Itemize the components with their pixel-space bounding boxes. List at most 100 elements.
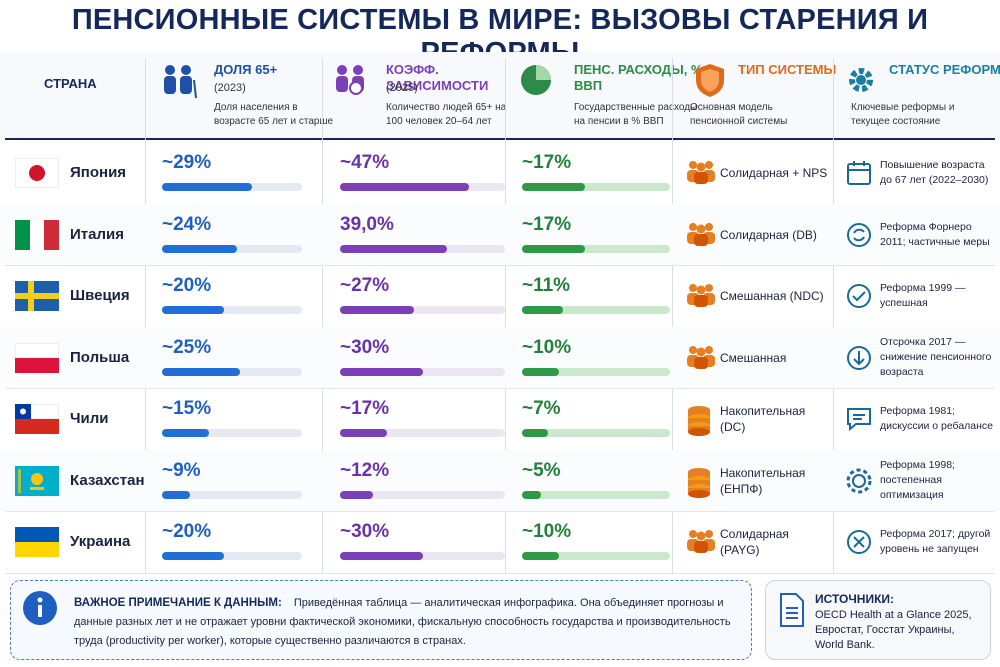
- system-icon-svg: [687, 161, 715, 184]
- reform-status: Реформа 1981; дискуссии о ребалансе: [880, 405, 994, 432]
- system-icon: [685, 343, 717, 375]
- row-rule: [5, 388, 995, 389]
- bar-track: [522, 367, 670, 376]
- country-name: Япония: [70, 164, 127, 181]
- system-type: Солидарная + NPS: [720, 166, 828, 180]
- reform-icon: [845, 467, 873, 495]
- document-icon: [778, 592, 806, 628]
- bar-track: [340, 552, 505, 560]
- country-header: СТРАНА: [44, 76, 97, 91]
- header-icon: [330, 62, 370, 102]
- bar: [340, 552, 423, 560]
- column-divider: [322, 58, 323, 573]
- flag: [15, 404, 59, 434]
- bar: [340, 367, 423, 376]
- note-title: ВАЖНОЕ ПРИМЕЧАНИЕ К ДАННЫМ:: [74, 597, 282, 609]
- column-note: Основная модель пенсионной системы: [690, 102, 788, 127]
- reform-icon-svg: [847, 222, 871, 247]
- bar: [162, 183, 253, 191]
- value-label: ~24%: [162, 213, 212, 235]
- note-body: Приведённая таблица — аналитическая инфо…: [74, 597, 731, 647]
- column-divider: [833, 58, 834, 573]
- value-label: ~7%: [522, 398, 561, 419]
- value-label: ~5%: [522, 459, 561, 481]
- country-name: Италия: [70, 225, 124, 243]
- bar: [162, 490, 190, 499]
- flag-svg: [15, 527, 59, 557]
- bar: [522, 183, 585, 191]
- bar-track: [162, 490, 302, 499]
- column-divider: [145, 58, 146, 573]
- bar: [162, 244, 237, 253]
- header-icon-svg: [164, 65, 197, 99]
- system-icon: [685, 404, 717, 436]
- bar-track: [522, 244, 670, 253]
- bar-track: [522, 552, 670, 560]
- flag-svg: [15, 158, 59, 188]
- flag: [15, 219, 59, 250]
- header-icon-svg: [336, 65, 364, 95]
- system-icon-svg: [688, 467, 710, 498]
- value-label: 39,0%: [340, 213, 394, 235]
- row-rule: [5, 511, 995, 512]
- header-icon-svg: [849, 68, 873, 92]
- flag-svg: [15, 404, 59, 434]
- system-type: Смешанная: [720, 350, 787, 365]
- bar: [522, 367, 559, 376]
- header-icon: [158, 62, 198, 102]
- value-label: ~30%: [340, 336, 390, 358]
- info-icon-svg: [23, 591, 57, 625]
- flag-svg: [15, 219, 59, 250]
- country-name: Украина: [70, 533, 131, 550]
- reform-status: Реформа 1998; постепенная оптимизация: [880, 459, 955, 501]
- bar: [340, 429, 387, 437]
- column-note: Количество людей 65+ на 100 человек 20–6…: [386, 102, 507, 127]
- header-icon: [518, 62, 558, 102]
- value-label: ~11%: [522, 275, 571, 296]
- flag-svg: [15, 281, 59, 311]
- header-rule: [5, 138, 995, 140]
- column-note: Государственные расходы на пенсии в % ВВ…: [574, 102, 698, 127]
- system-icon: [685, 158, 717, 190]
- bar: [162, 552, 225, 560]
- reform-icon-svg: [847, 345, 871, 370]
- info-icon: [22, 590, 58, 626]
- system-type: Смешанная (NDC): [720, 289, 824, 303]
- bar: [340, 244, 448, 253]
- column-subtitle: (2025): [386, 82, 418, 94]
- bar-track: [522, 429, 670, 437]
- column-note: Доля населения в возрасте 65 лет и старш…: [214, 102, 334, 127]
- sources-title: ИСТОЧНИКИ:: [815, 592, 895, 606]
- column-title: ПЕНС. РАСХОДЫ, % ВВП: [574, 62, 703, 93]
- row-rule: [5, 265, 995, 266]
- column-title: ДОЛЯ 65+: [214, 62, 278, 77]
- country-name: Польша: [70, 348, 130, 366]
- value-label: ~20%: [162, 275, 212, 296]
- note-box: [10, 580, 752, 660]
- system-icon: [685, 466, 717, 498]
- flag: [15, 158, 59, 188]
- value-label: ~47%: [340, 152, 390, 173]
- bar-track: [340, 306, 505, 314]
- reform-icon: [845, 159, 873, 187]
- bar: [522, 244, 585, 253]
- system-type: Накопительная (DC): [720, 404, 806, 434]
- header-icon-svg: [521, 65, 551, 95]
- reform-status: Реформа 1999 — успешная: [880, 282, 966, 309]
- header-icon-svg: [696, 64, 724, 97]
- bar-track: [162, 429, 302, 437]
- reform-icon-svg: [847, 408, 871, 432]
- column-title: ТИП СИСТЕМЫ: [738, 62, 837, 77]
- flag: [15, 527, 59, 557]
- country-name: Швеция: [70, 287, 130, 304]
- bar-track: [340, 429, 505, 437]
- row-band: [0, 326, 1000, 388]
- reform-icon-svg: [847, 530, 871, 554]
- reform-icon-svg: [847, 161, 871, 185]
- system-type: Накопительная (ЕНПФ): [720, 465, 806, 496]
- bar: [522, 306, 563, 314]
- value-label: ~27%: [340, 275, 390, 296]
- bar-track: [340, 367, 505, 376]
- column-note: Ключевые реформы и текущее состояние: [851, 102, 955, 127]
- system-icon-svg: [687, 345, 715, 369]
